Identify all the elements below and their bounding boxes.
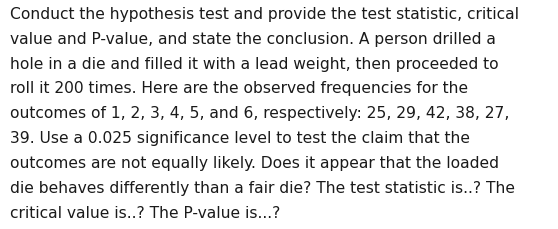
Text: critical value is..? The P-value is...?: critical value is..? The P-value is...?	[10, 205, 281, 220]
Text: Conduct the hypothesis test and provide the test​ statistic, critical: Conduct the hypothesis test and provide …	[10, 7, 519, 22]
Text: value and P-value, and state the conclusion. A person drilled a: value and P-value, and state the conclus…	[10, 32, 496, 46]
Text: hole in a die and filled it with a lead weight, then proceeded to: hole in a die and filled it with a lead …	[10, 56, 499, 71]
Text: outcomes of 1, 2, 3, 4, 5, and 6, respectively: 25​, 29, 42​, 38​, 27​,: outcomes of 1, 2, 3, 4, 5, and 6, respec…	[10, 106, 509, 121]
Text: outcomes are not equally likely. Does it appear that the loaded: outcomes are not equally likely. Does it…	[10, 155, 499, 170]
Text: die behaves differently than a fair​ die? The test statistic is..? The: die behaves differently than a fair​ die…	[10, 180, 515, 195]
Text: 39. Use a 0.025 significance level to test the claim that the: 39. Use a 0.025 significance level to te…	[10, 131, 470, 145]
Text: roll it 200 times. Here are the observed frequencies for the: roll it 200 times. Here are the observed…	[10, 81, 468, 96]
